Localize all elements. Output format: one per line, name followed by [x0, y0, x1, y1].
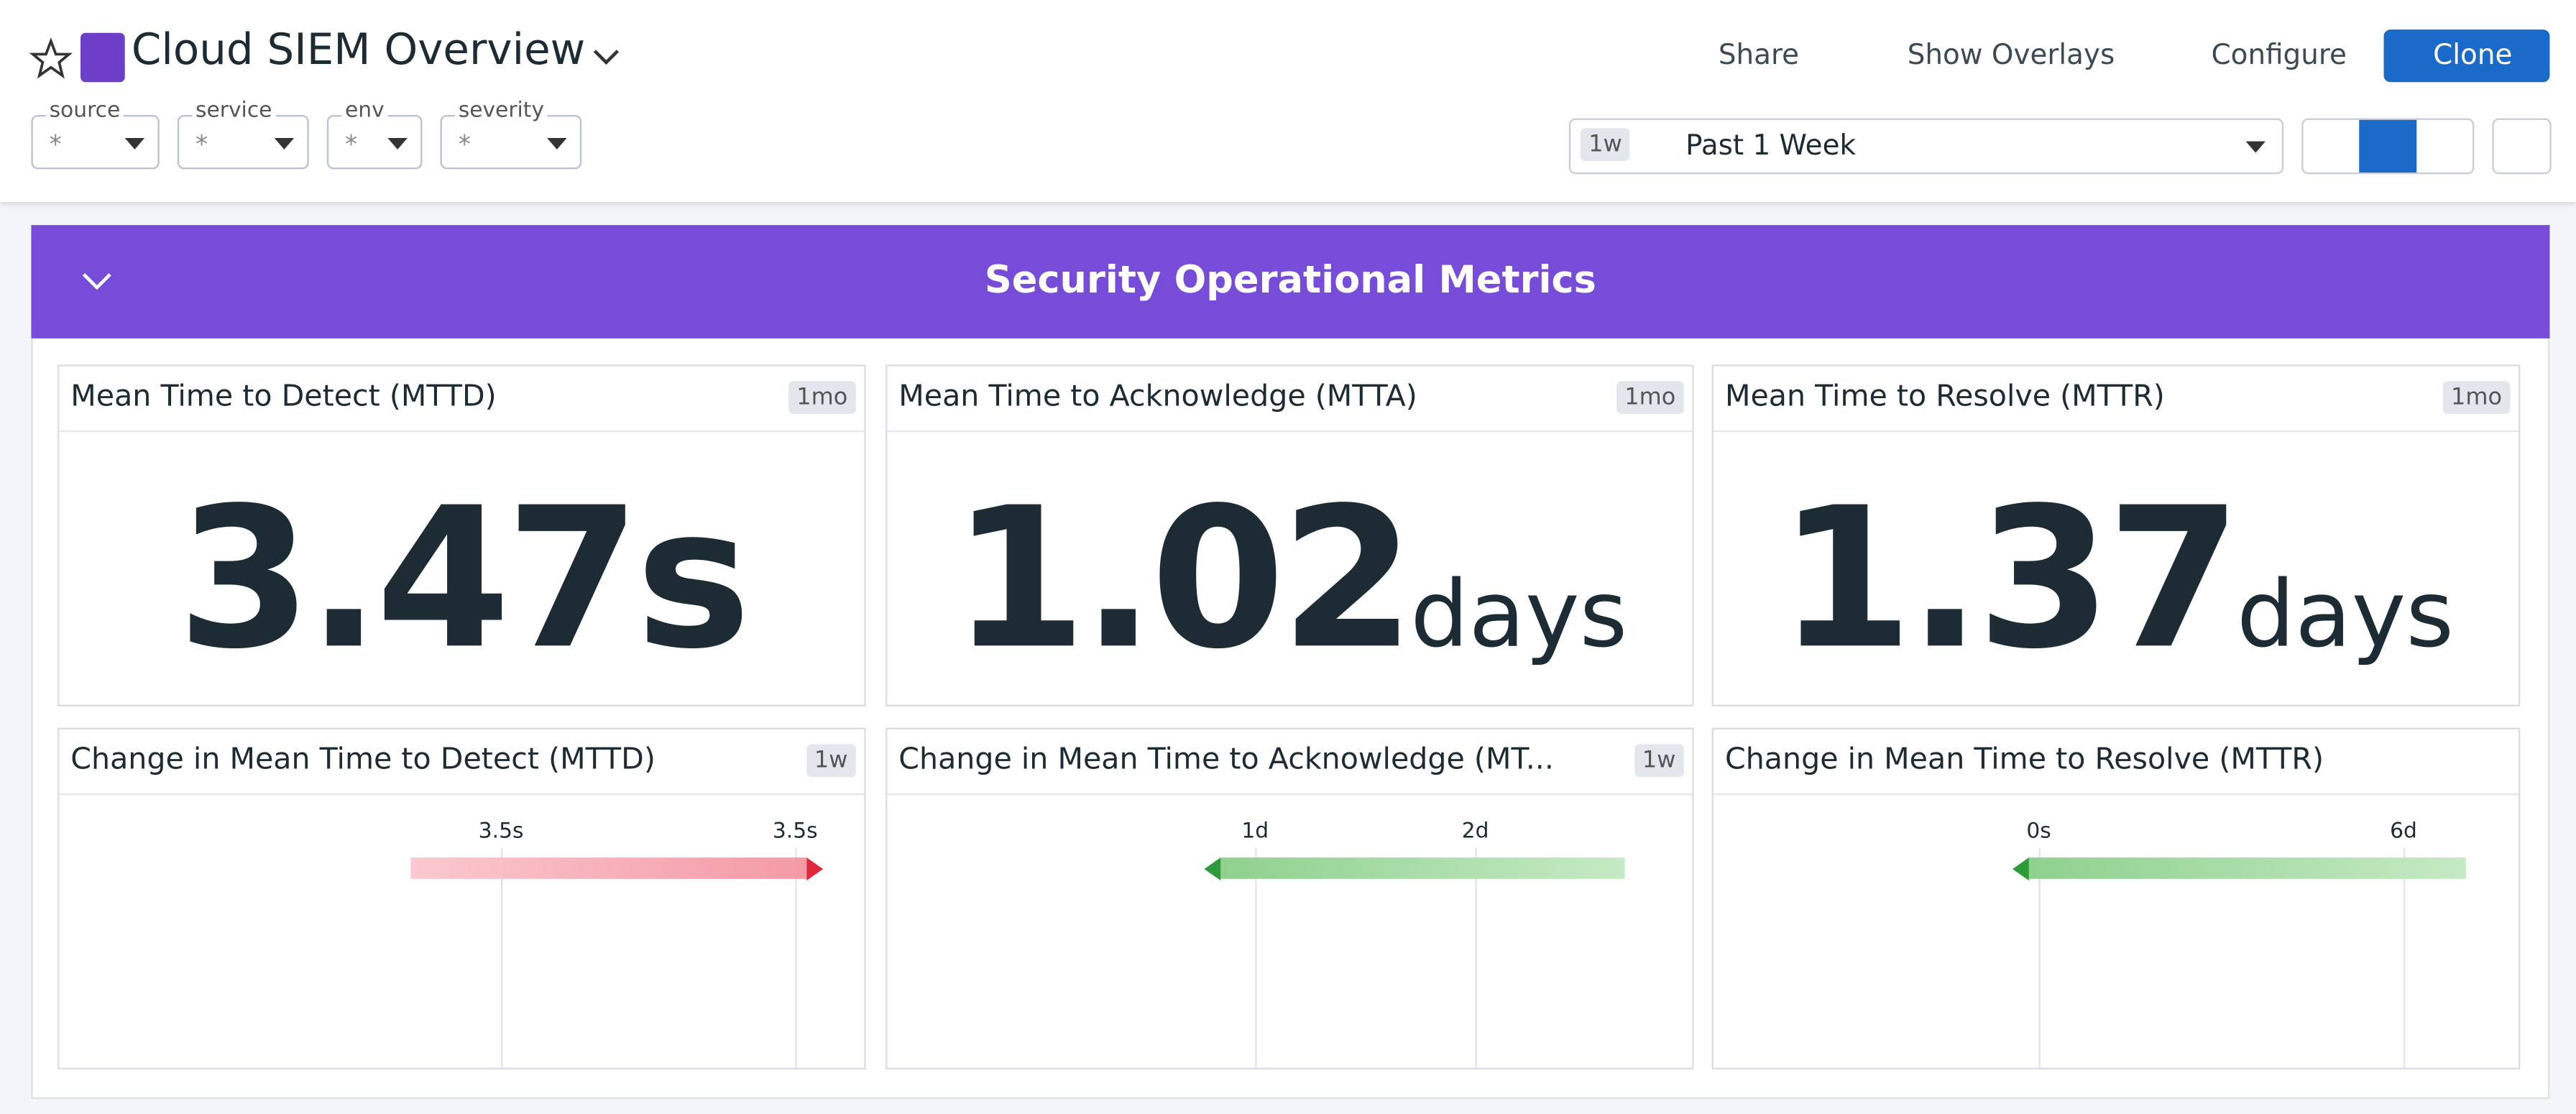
filter-caret — [124, 137, 145, 160]
grid-line — [795, 847, 797, 1068]
time-badge: 1w — [1580, 128, 1631, 161]
divider — [1713, 793, 2518, 796]
change-bar — [410, 857, 807, 879]
widget-title: Mean Time to Acknowledge (MTTA) — [898, 379, 1417, 414]
metric-value: 1.02 — [952, 464, 1415, 692]
divider — [887, 430, 1693, 433]
time-caret — [2245, 141, 2266, 163]
widget-title: Change in Mean Time to Acknowledge (MT..… — [898, 742, 1554, 778]
filter[interactable]: env * — [326, 98, 423, 170]
divider — [1713, 430, 2518, 433]
filter-caret — [387, 137, 408, 160]
metric-unit: days — [2236, 561, 2455, 669]
query-value-widget: Mean Time to Acknowledge (MTTA) 1mo 1.02da… — [885, 364, 1694, 706]
change-arrow — [1204, 857, 1221, 881]
divider — [59, 430, 865, 433]
filter[interactable]: service * — [177, 98, 309, 170]
title-caret[interactable] — [592, 46, 621, 69]
filter[interactable]: source * — [31, 98, 160, 170]
section-title[interactable]: Security Operational Metrics — [31, 225, 2550, 339]
grid-line — [2038, 847, 2041, 1068]
widget-tools[interactable] — [2379, 744, 2511, 773]
filter-label: source — [45, 98, 124, 124]
tick-label: 3.5s — [478, 819, 524, 844]
time-picker[interactable]: 1w Past 1 Week — [1568, 118, 2284, 175]
change-bar — [2028, 857, 2466, 879]
filter-label: service — [192, 98, 276, 124]
filter-label: env — [341, 98, 388, 124]
widget-badge: 1w — [1634, 744, 1684, 778]
star-icon[interactable] — [29, 37, 73, 80]
overlays-button[interactable]: Show Overlays — [1907, 39, 2115, 73]
tick-label: 2d — [1461, 819, 1489, 844]
query-value-widget: Mean Time to Resolve (MTTR) 1mo 1.37days — [1711, 364, 2521, 706]
change-widget: Change in Mean Time to Acknowledge (MT..… — [885, 727, 1694, 1069]
logo — [80, 32, 125, 83]
filter[interactable]: severity * — [440, 98, 582, 170]
share-button[interactable]: Share — [1718, 39, 1799, 73]
configure-button[interactable]: Configure — [2211, 39, 2347, 73]
filter-value: * — [458, 129, 471, 160]
tick-label: 6d — [2390, 819, 2417, 844]
widget-title: Change in Mean Time to Detect (MTTD) — [70, 742, 656, 778]
dashboard-title: Cloud SIEM Overview — [131, 26, 586, 76]
time-label: Past 1 Week — [1685, 129, 1857, 163]
query-value-widget: Mean Time to Detect (MTTD) 1mo 3.47s — [57, 364, 866, 706]
filter-value: * — [195, 129, 208, 160]
change-arrow — [2012, 857, 2029, 881]
grid-line — [2403, 847, 2406, 1068]
divider — [887, 793, 1693, 796]
widget-title: Mean Time to Resolve (MTTR) — [1724, 379, 2165, 414]
grid-line — [1475, 847, 1477, 1068]
widget-badge: 1mo — [1616, 381, 1684, 414]
metric-value: 1.37 — [1777, 464, 2242, 692]
filter-caret — [274, 137, 295, 160]
metric: 1.37days — [1714, 465, 2518, 691]
tick-label: 0s — [2026, 819, 2051, 844]
collapse-icon[interactable] — [79, 268, 115, 295]
change-arrow — [806, 857, 824, 881]
filter-value: * — [344, 129, 358, 160]
metric-value: 3.47 — [177, 464, 640, 692]
change-widget: Change in Mean Time to Resolve (MTTR) 0s 6… — [1711, 727, 2521, 1069]
pause-button[interactable] — [2359, 119, 2417, 172]
divider — [59, 793, 865, 796]
metric: 1.02days — [887, 465, 1692, 691]
metric: 3.47s — [59, 465, 864, 691]
metric-unit: days — [1410, 561, 1628, 669]
filter-caret — [547, 137, 567, 160]
playback-controls[interactable] — [2301, 118, 2475, 175]
change-bar — [1220, 857, 1625, 879]
metric-unit: s — [635, 464, 751, 692]
change-widget: Change in Mean Time to Detect (MTTD) 1w 3.… — [57, 727, 866, 1069]
widget-badge: 1mo — [788, 381, 856, 414]
grid-line — [1255, 847, 1257, 1068]
tick-label: 3.5s — [772, 819, 818, 844]
widget-title: Change in Mean Time to Resolve (MTTR) — [1724, 742, 2324, 778]
zoom-out-button[interactable] — [2492, 118, 2552, 175]
widget-badge: 1mo — [2442, 381, 2511, 414]
widget-badge: 1w — [806, 744, 856, 778]
widget-title: Mean Time to Detect (MTTD) — [70, 379, 497, 414]
grid-line — [501, 847, 503, 1068]
filter-value: * — [49, 129, 62, 160]
clone-button[interactable]: Clone — [2383, 29, 2550, 83]
tick-label: 1d — [1241, 819, 1269, 844]
header — [0, 0, 2576, 203]
filter-label: severity — [455, 98, 548, 124]
